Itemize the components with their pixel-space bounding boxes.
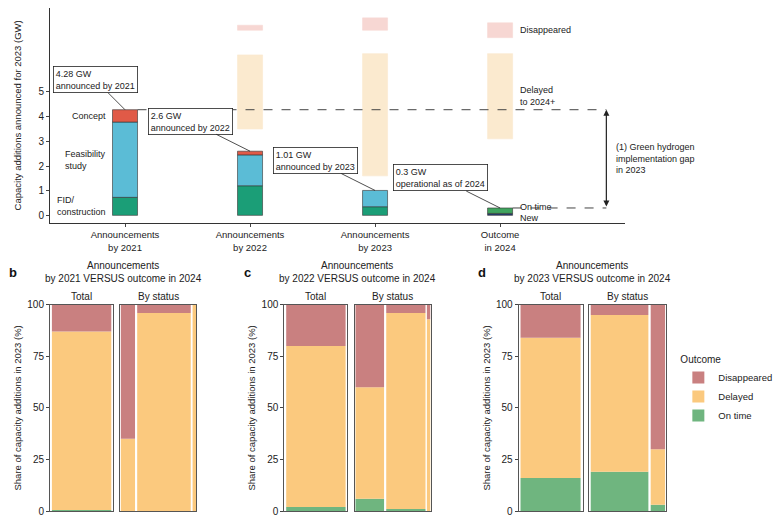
svg-text:1: 1 — [38, 185, 44, 196]
svg-text:Disappeared: Disappeared — [718, 372, 772, 383]
svg-text:4.28 GWannounced by 2021: 4.28 GWannounced by 2021 — [56, 69, 135, 91]
svg-text:c: c — [244, 265, 251, 280]
svg-text:Announcementsby 2022: Announcementsby 2022 — [216, 229, 285, 252]
svg-text:100: 100 — [262, 299, 279, 310]
svg-text:Announcementsby 2021: Announcementsby 2021 — [91, 229, 160, 252]
svg-text:Announcementsby 2022 VERSUS ou: Announcementsby 2022 VERSUS outcome in 2… — [279, 260, 436, 284]
svg-text:2.6 GWannounced by 2022: 2.6 GWannounced by 2022 — [151, 111, 230, 133]
svg-text:Total: Total — [305, 291, 326, 302]
svg-text:Total: Total — [71, 291, 92, 302]
svg-text:FID/construction: FID/construction — [57, 195, 106, 217]
svg-text:2: 2 — [38, 161, 44, 172]
svg-text:Total: Total — [540, 291, 561, 302]
svg-text:On time: On time — [718, 410, 751, 421]
svg-text:By status: By status — [372, 291, 413, 302]
svg-text:100: 100 — [496, 299, 513, 310]
svg-text:75: 75 — [501, 351, 513, 362]
svg-text:50: 50 — [267, 402, 279, 413]
svg-text:75: 75 — [267, 351, 279, 362]
svg-text:Feasibilitystudy: Feasibilitystudy — [65, 149, 106, 171]
svg-text:Capacity additions announced f: Capacity additions announced for 2023 (G… — [12, 20, 23, 210]
svg-text:0: 0 — [38, 506, 44, 517]
svg-text:Share of capacity additions in: Share of capacity additions in 2023 (%) — [12, 325, 23, 490]
svg-text:New: New — [520, 213, 539, 223]
svg-text:5: 5 — [38, 86, 44, 97]
svg-text:75: 75 — [33, 351, 45, 362]
svg-text:25: 25 — [501, 454, 513, 465]
svg-text:4: 4 — [38, 111, 44, 122]
svg-text:0: 0 — [273, 506, 279, 517]
svg-text:Delayed: Delayed — [718, 391, 753, 402]
svg-text:0: 0 — [38, 210, 44, 221]
svg-text:25: 25 — [33, 454, 45, 465]
svg-text:Announcementsby 2023: Announcementsby 2023 — [341, 229, 410, 252]
svg-text:3: 3 — [38, 136, 44, 147]
svg-text:Announcementsby 2021 VERSUS ou: Announcementsby 2021 VERSUS outcome in 2… — [45, 260, 202, 284]
svg-text:0.3 GWoperational as of 2024: 0.3 GWoperational as of 2024 — [396, 167, 485, 189]
svg-text:100: 100 — [27, 299, 44, 310]
svg-text:Outcome: Outcome — [680, 354, 721, 365]
svg-text:By status: By status — [607, 291, 648, 302]
svg-text:Announcementsby 2023 VERSUS ou: Announcementsby 2023 VERSUS outcome in 2… — [514, 260, 671, 284]
svg-text:Disappeared: Disappeared — [520, 25, 571, 35]
svg-text:50: 50 — [33, 402, 45, 413]
svg-text:25: 25 — [267, 454, 279, 465]
svg-text:On time: On time — [520, 202, 552, 212]
svg-text:Share of capacity additions in: Share of capacity additions in 2023 (%) — [481, 325, 492, 490]
svg-text:0: 0 — [507, 506, 513, 517]
svg-text:Delayedto 2024+: Delayedto 2024+ — [520, 85, 555, 107]
svg-text:By status: By status — [138, 291, 179, 302]
svg-text:1.01 GWannounced by 2023: 1.01 GWannounced by 2023 — [276, 150, 355, 172]
svg-text:d: d — [478, 265, 486, 280]
svg-text:Concept: Concept — [72, 111, 106, 121]
svg-text:(1) Green hydrogenimplementati: (1) Green hydrogenimplementation gapin 2… — [616, 142, 695, 175]
svg-text:b: b — [9, 265, 17, 280]
svg-text:50: 50 — [501, 402, 513, 413]
svg-text:Share of capacity additions in: Share of capacity additions in 2023 (%) — [246, 325, 257, 490]
svg-text:Outcomein 2024: Outcomein 2024 — [481, 229, 520, 252]
